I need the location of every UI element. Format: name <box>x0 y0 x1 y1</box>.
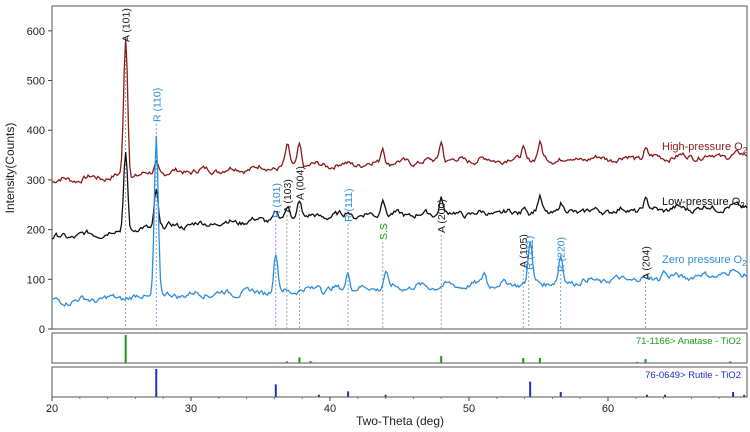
peak-label: S.S <box>378 223 390 240</box>
peak-label: A (105) <box>518 234 530 268</box>
y-tick-label: 500 <box>27 76 45 88</box>
reference-panel-0: 71-1166> Anatase - TiO2 <box>51 332 748 364</box>
series-name-label: High-pressure O2 <box>662 141 748 155</box>
x-tick-label: 60 <box>602 403 614 415</box>
y-tick-label: 600 <box>27 26 45 38</box>
peak-label: R (111) <box>343 189 355 222</box>
series-line-1 <box>51 151 748 240</box>
peak-label: A (200) <box>436 199 448 233</box>
peak-label: A (101) <box>121 8 133 42</box>
peak-label: A (004) <box>294 166 306 200</box>
series-name-text: Zero pressure O <box>662 254 743 266</box>
y-axis-title: Intensity(Counts) <box>3 123 17 214</box>
series-name-subscript: 2 <box>743 146 748 155</box>
y-tick-label: 200 <box>27 225 45 237</box>
y-tick-label: 400 <box>27 125 45 137</box>
reference-panel-frame <box>51 332 748 364</box>
reference-label: 76-0649> Rutile - TiO2 <box>645 370 741 381</box>
series-name-text: High-pressure O <box>662 141 743 153</box>
series-name-subscript: 2 <box>740 201 745 210</box>
series-layer <box>51 38 748 308</box>
reference-label: 71-1166> Anatase - TiO2 <box>636 336 741 347</box>
main-plot-frame <box>51 5 748 330</box>
series-line-0 <box>51 38 748 184</box>
series-name-label: Low-pressure O2 <box>662 196 745 210</box>
peak-label: R (211) <box>524 236 536 270</box>
x-tick-label: 30 <box>185 403 197 415</box>
x-axis-title: Two-Theta (deg) <box>356 414 444 428</box>
series-name-subscript: 2 <box>742 259 747 268</box>
reference-panel-frame <box>51 366 748 398</box>
peak-label: A (103) <box>282 179 294 213</box>
peak-label: R (101) <box>271 183 283 218</box>
series-name-text: Low-pressure O <box>662 196 741 208</box>
main-panel: A (101) R (110) R (101) A (103) A (004) R (11… <box>3 5 748 336</box>
x-tick-label: 40 <box>324 403 336 415</box>
peak-label: A (204) <box>641 246 653 280</box>
peak-labels: A (101) R (110) R (101) A (103) A (004) R (11… <box>121 8 653 280</box>
series-line-2 <box>52 135 748 308</box>
y-tick-label: 100 <box>27 274 45 286</box>
peak-guide-lines <box>125 44 646 329</box>
peak-label: R (110) <box>151 88 163 122</box>
series-name-label: Zero pressure O2 <box>662 254 747 268</box>
y-axis: 0 100 200 300 400 500 600 <box>27 26 52 336</box>
peak-label: R (220) <box>556 237 568 272</box>
y-tick-label: 0 <box>39 324 45 336</box>
x-tick-label: 20 <box>46 403 58 415</box>
x-tick-label: 50 <box>463 403 475 415</box>
y-tick-label: 300 <box>27 175 45 187</box>
reference-panel-1: 76-0649> Rutile - TiO2 <box>51 366 748 398</box>
reference-panels: 71-1166> Anatase - TiO2 76-0649> Rutile -… <box>51 332 748 398</box>
x-axis: 20 30 40 50 60 <box>46 396 747 415</box>
